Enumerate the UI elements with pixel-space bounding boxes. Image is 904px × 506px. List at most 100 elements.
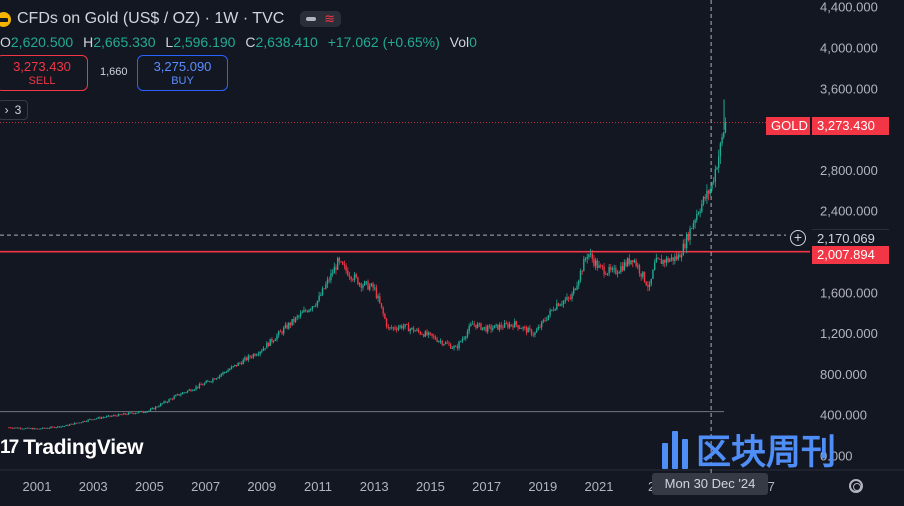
candle-body (724, 122, 727, 133)
close-value: 2,638.410 (255, 34, 318, 50)
candle-body (691, 228, 693, 229)
candle-body (711, 182, 713, 190)
candle-body (146, 411, 148, 413)
price-tick-label: 400.000 (820, 408, 867, 423)
candle-body (401, 325, 403, 329)
candle-body (483, 326, 486, 328)
candle-body (190, 389, 192, 392)
candle-body (487, 325, 489, 332)
candle-body (288, 322, 290, 329)
candle-body (144, 412, 147, 414)
candle-body (519, 328, 521, 329)
candle-body (25, 428, 27, 429)
candle-body (121, 414, 123, 416)
candle-body (89, 419, 91, 421)
time-tick-label: 2019 (528, 479, 557, 494)
candle-body (195, 386, 197, 390)
candle-body (542, 320, 545, 322)
candle-body (409, 328, 411, 332)
candle-body (574, 288, 577, 290)
candle-body (390, 327, 393, 329)
candle-body (448, 343, 450, 345)
buy-label: BUY (171, 75, 194, 87)
candle-body (643, 271, 646, 282)
candle-body (645, 281, 647, 286)
candle-body (342, 261, 344, 265)
symbol-header[interactable]: CFDs on Gold (US$ / OZ) · 1W · TVC ≋ (0, 8, 342, 30)
candle-body (237, 362, 239, 366)
buy-button[interactable]: 3,275.090 BUY (137, 55, 228, 91)
candle-body (65, 425, 67, 427)
candle-body (156, 406, 158, 408)
indicators-toggle[interactable]: › 3 (0, 100, 28, 120)
candle-body (94, 418, 96, 420)
candle-body (153, 408, 155, 410)
candle-body (293, 318, 295, 322)
price-tick-label: 4,000.000 (820, 41, 878, 56)
candle-body (664, 260, 666, 263)
candle-body (36, 428, 39, 430)
candle-body (299, 313, 302, 316)
candle-body (131, 412, 133, 414)
candle-body (721, 137, 723, 144)
candle-body (256, 354, 258, 356)
candle-body (537, 326, 540, 331)
candle-body (171, 398, 174, 400)
tradingview-logo[interactable]: 17 TradingView (0, 436, 143, 460)
candle-body (658, 258, 661, 260)
time-tick-label: 2017 (472, 479, 501, 494)
candle-body (605, 274, 607, 275)
candle-body (173, 396, 175, 400)
candle-body (564, 299, 566, 301)
candle-body (453, 346, 455, 349)
candle-body (48, 427, 51, 429)
candle-body (709, 189, 711, 194)
time-tick-label: 2015 (416, 479, 445, 494)
candle-body (355, 274, 357, 278)
candle-body (567, 297, 570, 299)
candle-body (166, 401, 169, 403)
candle-body (360, 283, 362, 288)
candle-body (586, 257, 588, 259)
candle-body (375, 287, 378, 298)
candle-body (706, 190, 708, 199)
candle-body (559, 304, 561, 306)
tradingview-wordmark: TradingView (23, 436, 144, 459)
candle-body (136, 412, 138, 414)
candle-body (588, 254, 590, 258)
candle-body (685, 234, 688, 249)
candle-body (578, 280, 580, 286)
candle-body (276, 335, 278, 340)
candle-body (603, 266, 605, 275)
price-tick-label: 1,600.000 (820, 285, 878, 300)
candle-body (667, 258, 669, 262)
candle-body (527, 327, 529, 333)
candle-body (662, 260, 664, 264)
candle-body (497, 324, 499, 330)
candle-body (252, 354, 255, 358)
candle-body (616, 273, 619, 275)
plus-icon[interactable]: + (790, 230, 806, 246)
candle-body (57, 426, 59, 428)
candle-body (291, 318, 293, 326)
symbol-title[interactable]: CFDs on Gold (US$ / OZ) · 1W · TVC (17, 10, 285, 27)
candle-body (340, 261, 342, 263)
gear-icon[interactable] (849, 479, 863, 493)
candle-body (116, 415, 118, 417)
candle-body (151, 408, 153, 410)
candle-body (697, 213, 700, 215)
candle-body (594, 260, 597, 266)
candle-body (224, 372, 226, 373)
candle-body (384, 313, 386, 319)
candle-body (394, 327, 396, 329)
candle-body (508, 324, 511, 328)
sell-button[interactable]: 3,273.430 SELL (0, 55, 88, 91)
gold-icon (0, 11, 11, 27)
watermark-text: 区块周刊 (696, 433, 837, 472)
candle-body (370, 283, 373, 286)
market-status-pill[interactable]: ≋ (300, 11, 342, 27)
candle-body (186, 390, 189, 393)
chevron-right-icon: › (4, 103, 9, 117)
candle-body (461, 339, 464, 342)
candle-body (431, 333, 433, 336)
